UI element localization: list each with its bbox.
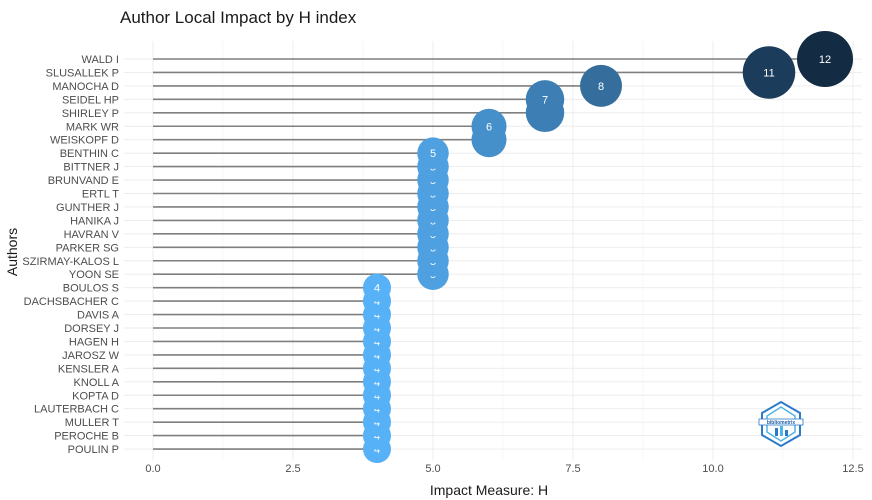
bubble-value-label: 8 [598,81,604,93]
y-tick-label: BENTHIN C [60,148,119,160]
y-tick-label: KNOLL A [74,377,120,389]
bubble-point [742,46,796,99]
y-tick-label: SLUSALLEK P [46,67,119,79]
bubble-point [471,108,507,144]
y-axis-title: Authors [4,228,20,276]
grid [124,41,862,460]
bubble-point [797,31,853,87]
bubble-value-label: 4 [374,390,380,402]
y-tick-label: WEISKOPF D [50,135,119,147]
bubble-value-label: 11 [763,67,774,79]
y-tick-label: POULIN P [68,444,119,456]
y-tick-label: YOON SE [69,269,119,281]
y-tick-label: MARK WR [66,121,119,133]
bubble-value-label: 4 [374,323,380,335]
bubble-value-label: 7 [542,94,548,106]
bubble-value-label: 12 [819,54,831,66]
y-tick-label: DAVIS A [77,310,120,322]
y-tick-label: HAGEN H [69,336,119,348]
bubble-value-label: 5 [430,148,436,160]
bubble-value-label: 4 [374,377,380,389]
x-tick-label: 10.0 [702,463,723,475]
bubble-value-label: 4 [374,404,380,416]
y-tick-label: HANIKA J [70,215,119,227]
chart-title: Author Local Impact by H index [120,8,357,27]
bubble-value-label: 4 [374,310,380,322]
y-tick-label: SHIRLEY P [62,108,119,120]
y-tick-label: PEROCHE B [54,431,119,443]
bubble-value-label: 4 [374,296,380,308]
y-tick-label: HAVRAN V [64,229,120,241]
y-tick-label: ERTL T [82,189,119,201]
bubble-point [580,64,622,107]
y-tick-label: BRUNVAND E [48,175,119,187]
bubble-value-label: 4 [374,350,380,362]
y-tick-label: KENSLER A [58,363,120,375]
x-axis-title: Impact Measure: H [430,482,548,498]
y-tick-label: SZIRMAY-KALOS L [22,256,119,268]
y-tick-label: DORSEY J [64,323,119,335]
bubble-value-label: 4 [374,363,380,375]
bubble-point [525,80,565,119]
y-tick-label: KOPTA D [72,390,119,402]
y-tick-label: SEIDEL HP [62,94,119,106]
y-tick-label: MULLER T [65,417,119,429]
bubble-value-label: 4 [374,431,380,443]
y-tick-label: LAUTERBACH C [34,404,119,416]
bubble-value-label: 4 [374,417,380,429]
y-tick-label: GUNTHER J [56,202,119,214]
bubble-point [363,273,391,302]
bibliometrix-logo-icon: bibliometrix [758,400,804,448]
bubble-value-label: 4 [374,336,380,348]
x-tick-label: 5.0 [425,463,440,475]
y-tick-label: BITTNER J [63,162,119,174]
x-tick-label: 12.5 [842,463,863,475]
y-tick-label: WALD I [82,54,120,66]
logo-text: bibliometrix [767,420,796,426]
bubble-point [417,137,449,169]
y-tick-label: JAROSZ W [62,350,119,362]
x-tick-label: 0.0 [145,463,160,475]
y-tick-label: BOULOS S [63,283,119,295]
y-tick-label: MANOCHA D [52,81,119,93]
y-tick-label: DACHSBACHER C [24,296,119,308]
bubble-value-label: 4 [374,283,380,295]
lollipop-bubbles: 44444444444445555555555667781112 [363,31,853,464]
bubble-value-label: 6 [486,121,492,133]
x-tick-label: 2.5 [285,463,300,475]
x-axis-tick-labels: 0.0 2.5 5.0 7.5 10.0 12.5 [145,463,863,475]
y-tick-label: PARKER SG [56,242,119,254]
bubble-value-label: 4 [374,444,380,456]
x-tick-label: 7.5 [565,463,580,475]
